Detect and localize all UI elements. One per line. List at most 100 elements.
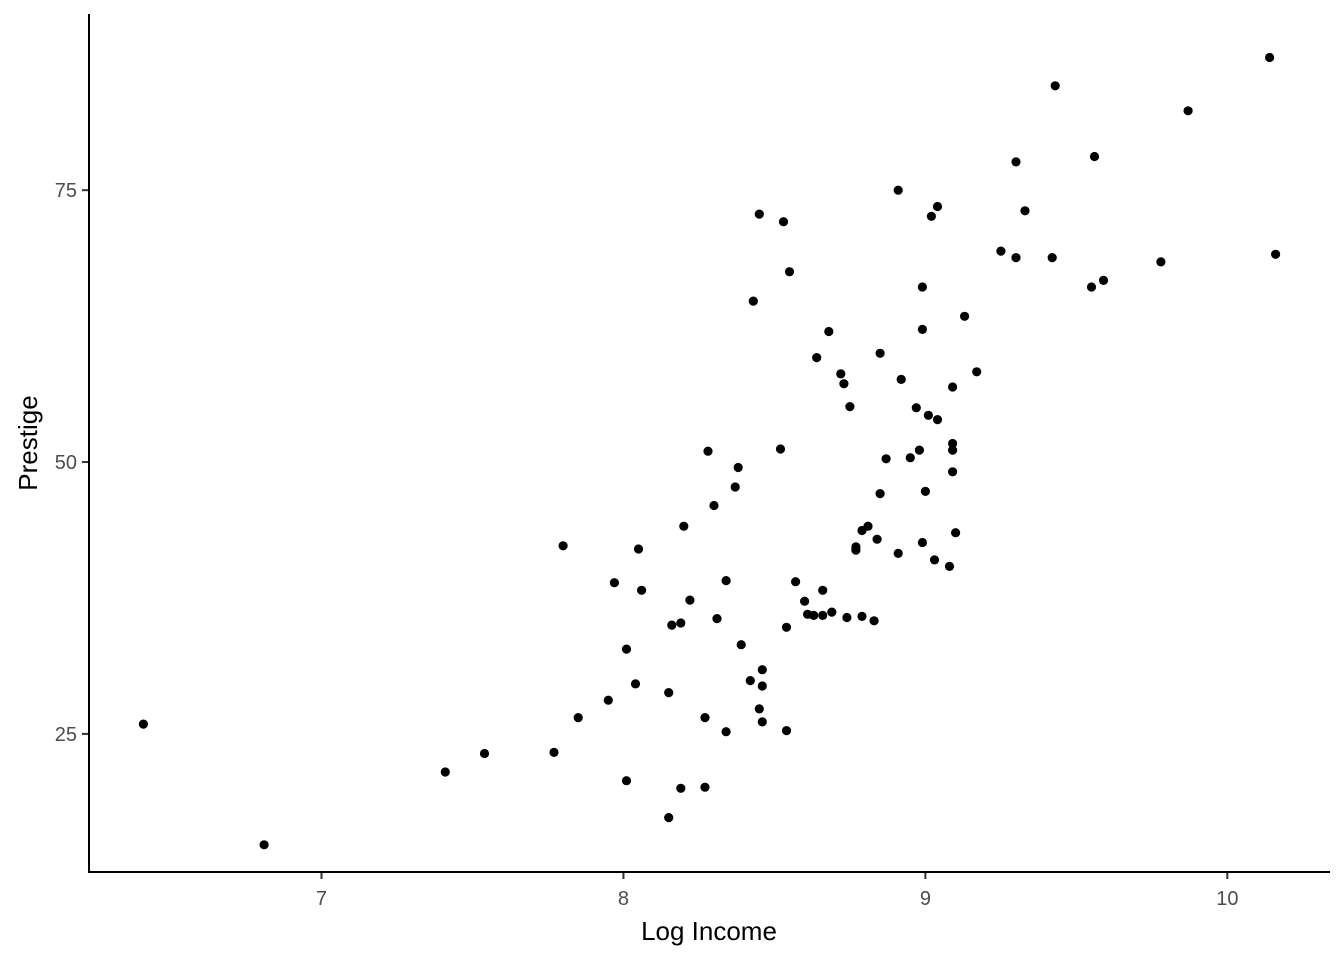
data-point (800, 596, 810, 606)
data-point (818, 585, 828, 595)
data-point (703, 446, 713, 456)
y-tick-label: 75 (55, 180, 77, 202)
data-point (754, 209, 764, 219)
data-point (1047, 253, 1057, 263)
x-axis-ticks: 7 8 9 10 (316, 872, 1238, 910)
data-point (926, 211, 937, 221)
data-point (609, 578, 620, 588)
data-point (621, 644, 632, 654)
data-point (917, 282, 928, 292)
data-point (784, 267, 795, 277)
data-point (709, 500, 719, 511)
data-point (905, 453, 915, 463)
data-point (972, 367, 982, 377)
data-point (664, 813, 674, 823)
data-point (872, 534, 882, 544)
data-point (875, 489, 885, 499)
data-point (630, 679, 641, 689)
data-point (781, 622, 792, 632)
x-tick-label: 7 (316, 888, 327, 910)
data-point (1011, 157, 1021, 167)
data-point (944, 561, 955, 572)
data-point (893, 548, 903, 559)
data-point (736, 640, 746, 650)
data-point (778, 217, 789, 227)
data-point (911, 403, 921, 413)
y-axis-ticks: 25 50 75 (55, 180, 89, 746)
data-point (757, 665, 767, 675)
data-point (842, 612, 852, 623)
data-point (929, 555, 940, 565)
data-point (1050, 81, 1060, 91)
data-point (259, 840, 269, 850)
data-point (948, 438, 958, 449)
data-point (896, 374, 906, 384)
data-point (440, 767, 450, 777)
data-point (1011, 253, 1021, 263)
data-point (996, 246, 1006, 256)
data-point (948, 445, 958, 455)
data-point (827, 607, 837, 617)
data-point (1089, 151, 1100, 162)
data-point (621, 776, 632, 786)
data-point (917, 324, 928, 334)
data-point (700, 713, 710, 723)
data-point (721, 727, 731, 737)
y-tick-label: 25 (55, 724, 77, 746)
data-point (745, 676, 755, 686)
data-point (818, 610, 828, 621)
data-point (775, 444, 786, 454)
data-point (839, 379, 849, 389)
data-point (951, 528, 961, 538)
data-point (1271, 249, 1281, 259)
data-point (700, 782, 710, 792)
data-point (676, 618, 686, 628)
data-point (875, 348, 885, 358)
x-axis-title: Log Income (641, 916, 777, 946)
data-point (917, 537, 928, 548)
data-point (603, 695, 613, 705)
data-point (479, 748, 490, 759)
data-point (558, 541, 568, 551)
data-point (791, 577, 801, 587)
data-points (138, 52, 1281, 850)
data-point (1020, 206, 1030, 216)
data-point (757, 717, 767, 727)
data-point (730, 482, 740, 492)
data-point (781, 726, 792, 736)
data-point (633, 544, 644, 554)
data-point (712, 614, 722, 624)
data-point (948, 382, 958, 392)
x-tick-label: 9 (920, 888, 931, 910)
data-point (664, 688, 674, 698)
data-point (923, 410, 934, 420)
data-point (1086, 282, 1097, 292)
data-point (549, 747, 559, 758)
data-point (845, 402, 855, 412)
data-point (863, 521, 873, 531)
data-point (573, 713, 583, 723)
data-point (685, 595, 695, 605)
data-point (679, 521, 689, 531)
data-point (676, 783, 686, 793)
data-point (948, 467, 958, 477)
data-point (932, 415, 943, 425)
data-point (812, 353, 822, 363)
data-point (637, 585, 647, 595)
data-point (1265, 52, 1275, 63)
data-point (851, 545, 861, 555)
data-point (138, 719, 148, 729)
data-point (733, 462, 743, 473)
data-point (754, 704, 764, 714)
data-point (748, 296, 758, 306)
data-point (836, 369, 846, 379)
data-point (757, 681, 767, 691)
data-point (1098, 275, 1109, 285)
data-point (932, 201, 943, 212)
data-point (960, 311, 970, 321)
data-point (857, 611, 867, 622)
data-point (869, 616, 879, 626)
data-point (824, 326, 834, 337)
x-tick-label: 8 (618, 888, 629, 910)
